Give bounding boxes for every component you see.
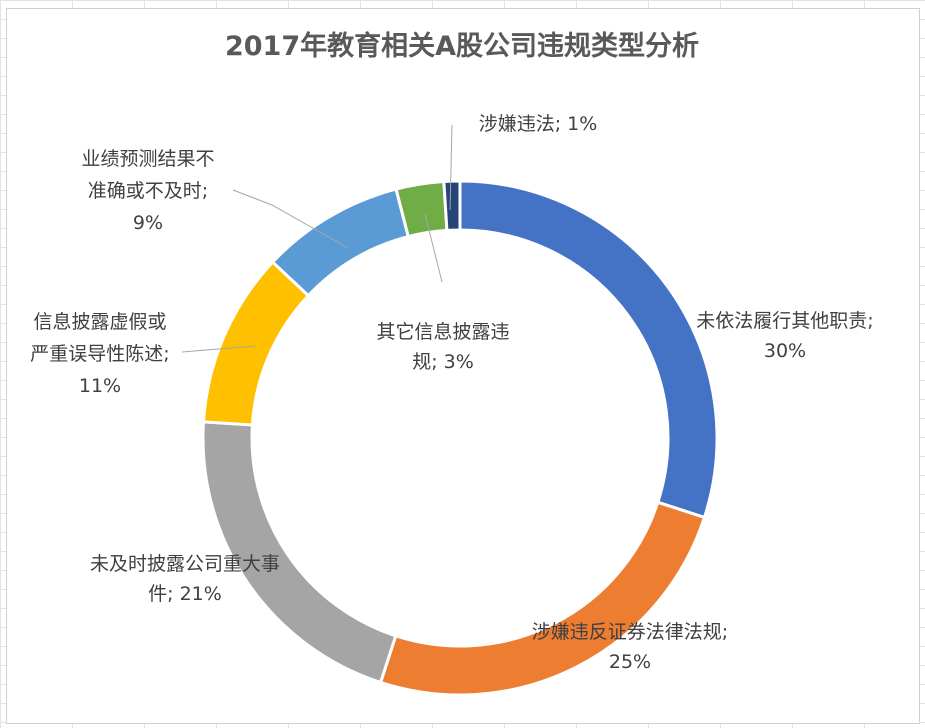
data-label-line: 件; 21%	[148, 583, 222, 605]
data-label-line: 严重误导性陈述;	[30, 343, 169, 365]
data-label-3: 未及时披露公司重大事件; 21%	[90, 553, 280, 605]
chart-area[interactable]	[6, 8, 920, 724]
chart-title: 2017年教育相关A股公司违规类型分析	[225, 30, 699, 62]
data-label-line: 信息披露虚假或	[33, 311, 166, 333]
data-label-line: 其它信息披露违	[376, 321, 509, 343]
data-label-5: 业绩预测结果不准确或不及时; 9%	[81, 148, 214, 234]
data-label-line: 准确或不及时;	[88, 180, 208, 202]
data-label-line: 未及时披露公司重大事	[90, 553, 280, 575]
data-label-line: 9%	[133, 212, 163, 234]
data-label-2: 涉嫌违反证券法律法规; 25%	[532, 621, 728, 673]
data-label-line: 业绩预测结果不	[81, 148, 214, 170]
data-label-7: 涉嫌违法; 1%	[479, 113, 598, 135]
data-label-line: 25%	[609, 651, 651, 673]
data-label-line: 30%	[764, 340, 806, 362]
leader-line-4	[424, 213, 443, 283]
data-label-line: 规; 3%	[412, 351, 474, 373]
slices	[201, 179, 719, 697]
slice-7[interactable]	[442, 179, 462, 233]
slice-5[interactable]	[270, 187, 411, 298]
data-label-line: 涉嫌违法; 1%	[479, 113, 598, 135]
leader-line-2	[181, 345, 256, 353]
data-label-4: 信息披露虚假或严重误导性陈述; 11%	[30, 311, 169, 397]
slice-1[interactable]	[458, 179, 719, 520]
leader-line-1	[232, 189, 349, 249]
data-label-1: 未依法履行其他职责; 30%	[696, 310, 873, 362]
leader-line-3	[449, 124, 453, 211]
data-label-line: 未依法履行其他职责;	[696, 310, 873, 332]
slice-4[interactable]	[201, 259, 311, 427]
data-labels: 未依法履行其他职责; 30% 涉嫌违反证券法律法规; 25% 未及时披露公司重大事件; …	[30, 113, 873, 673]
data-label-6: 其它信息披露违规; 3%	[376, 321, 509, 373]
leader-lines	[181, 124, 453, 353]
data-label-line: 11%	[79, 375, 121, 397]
data-label-line: 涉嫌违反证券法律法规;	[532, 621, 728, 643]
slice-2[interactable]	[378, 500, 707, 697]
